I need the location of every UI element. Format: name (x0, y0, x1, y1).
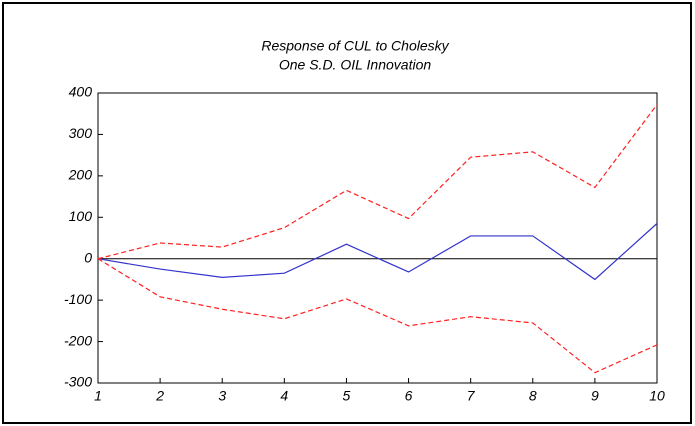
x-tick-label: 2 (155, 388, 164, 404)
x-tick-label: 5 (343, 388, 351, 404)
series-line (97, 104, 658, 260)
x-tick-label: 7 (467, 388, 476, 404)
x-tick-label: 10 (649, 388, 665, 404)
y-tick-label: -300 (64, 374, 92, 390)
chart-title: One S.D. OIL Innovation (279, 57, 431, 73)
series-line (97, 223, 658, 281)
plot-area (97, 92, 658, 384)
x-tick-label: 3 (218, 388, 226, 404)
x-tick-label: 8 (529, 388, 537, 404)
y-tick-label: 300 (69, 125, 93, 141)
x-tick-label: 9 (591, 388, 599, 404)
chart-title: Response of CUL to Cholesky (261, 38, 449, 54)
y-tick-label: 400 (69, 84, 93, 100)
x-tick-label: 6 (405, 388, 413, 404)
y-tick-label: 200 (68, 167, 93, 183)
series-line (97, 258, 658, 374)
y-tick-label: -100 (64, 291, 92, 307)
y-tick-label: 0 (84, 249, 92, 265)
x-tick-label: 4 (280, 388, 288, 404)
y-tick-label: -200 (64, 332, 92, 348)
x-tick-label: 1 (94, 388, 102, 404)
y-tick-label: 100 (69, 208, 93, 224)
